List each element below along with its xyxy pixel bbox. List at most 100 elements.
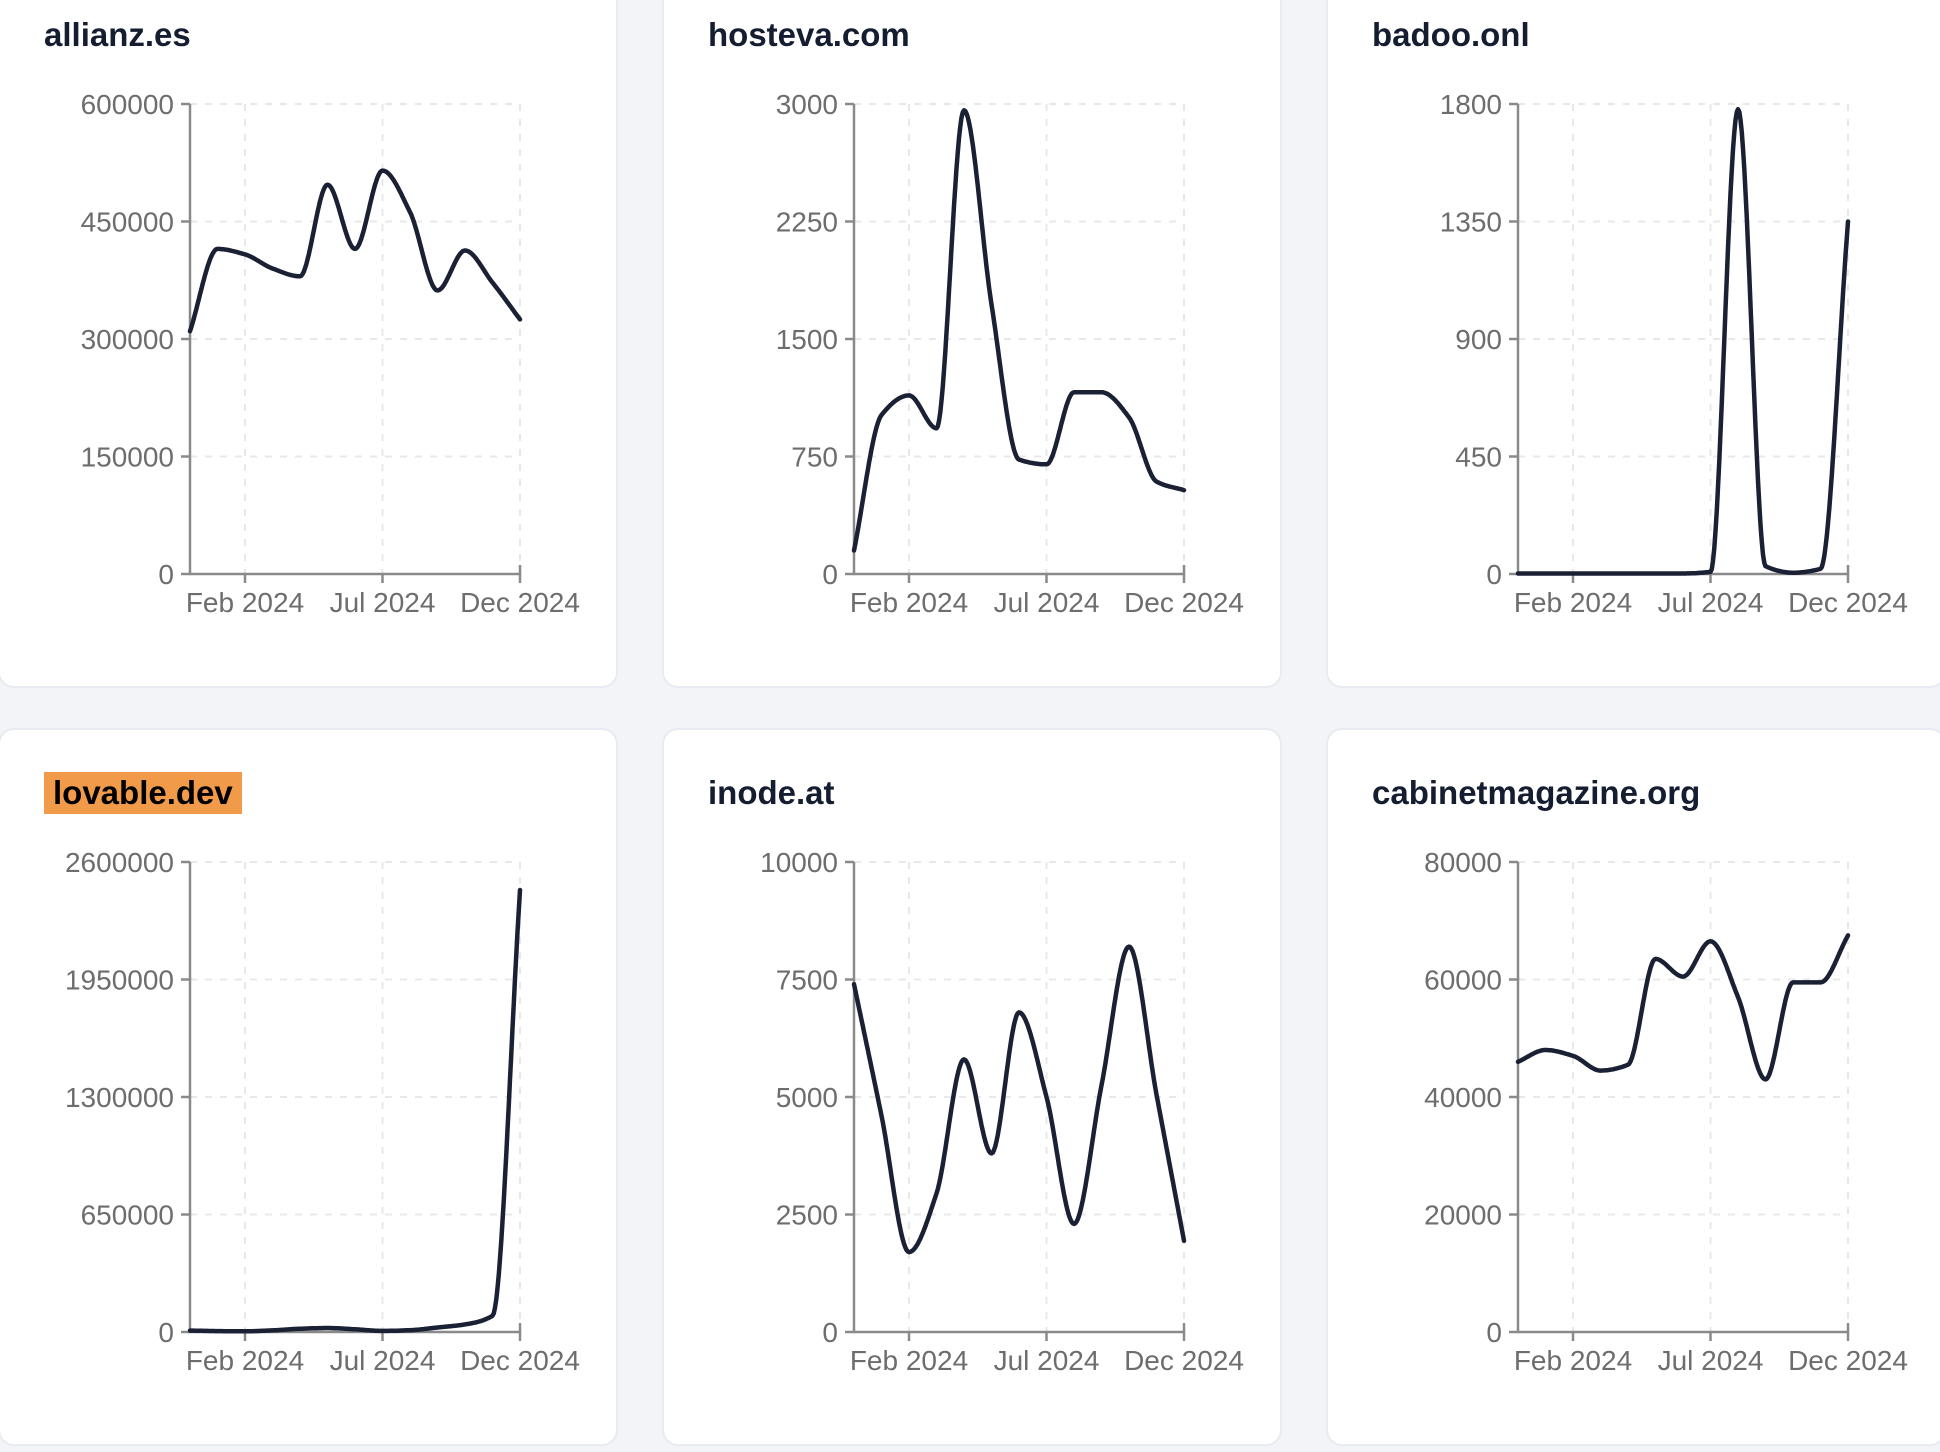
trend-line [187,887,523,1334]
x-tick-label: Dec 2024 [1124,587,1244,618]
y-tick-label: 0 [158,559,174,590]
axes [1509,102,1850,583]
axes [181,860,522,1341]
gridlines [854,103,1185,574]
chart-title-text: cabinetmagazine.org [1372,774,1701,811]
y-tick-label: 1350 [1440,207,1502,238]
axes [845,860,1186,1341]
x-tick-label: Feb 2024 [850,1345,968,1376]
x-axis-labels: Feb 2024 Jul 2024 Dec 2024 [186,587,580,618]
chart-card: inode.at 0 2500 5000 7500 10000 Feb 2024 Jul 20… [662,728,1282,1446]
y-tick-label: 1950000 [65,965,174,996]
gridlines [854,861,1185,1332]
y-tick-label: 0 [158,1317,174,1348]
y-tick-label: 0 [822,559,838,590]
x-tick-label: Dec 2024 [460,1345,580,1376]
y-tick-label: 750 [791,442,838,473]
line-chart: 0 750 1500 2250 3000 Feb 2024 Jul 2024 Dec 2024 [776,89,1244,618]
line-chart: 0 450 900 1350 1800 Feb 2024 Jul 2024 Dec 2024 [1440,89,1908,618]
x-tick-label: Feb 2024 [1514,1345,1632,1376]
y-tick-label: 40000 [1424,1082,1502,1113]
y-tick-label: 80000 [1424,847,1502,878]
trend-line [1515,106,1851,576]
y-tick-label: 1500 [776,324,838,355]
trend-line [851,944,1187,1255]
y-tick-label: 1800 [1440,89,1502,120]
y-tick-label: 300000 [81,324,174,355]
chart-title: lovable.dev [44,772,242,814]
y-tick-label: 2600000 [65,847,174,878]
y-axis-labels: 0 150000 300000 450000 600000 [81,89,174,590]
y-tick-label: 0 [822,1317,838,1348]
x-axis-labels: Feb 2024 Jul 2024 Dec 2024 [1514,1345,1908,1376]
y-tick-label: 450000 [81,207,174,238]
x-tick-label: Dec 2024 [1124,1345,1244,1376]
chart-title-text: badoo.onl [1372,16,1530,53]
x-axis-labels: Feb 2024 Jul 2024 Dec 2024 [850,1345,1244,1376]
x-tick-label: Feb 2024 [1514,587,1632,618]
y-tick-label: 20000 [1424,1200,1502,1231]
y-tick-label: 150000 [81,442,174,473]
chart-card: badoo.onl 0 450 900 1350 1800 Feb 2024 Jul 2024… [1326,0,1940,688]
chart-title: hosteva.com [708,14,910,56]
y-tick-label: 3000 [776,89,838,120]
chart-card: hosteva.com 0 750 1500 2250 3000 Feb 2024 Jul 2… [662,0,1282,688]
x-tick-label: Jul 2024 [1658,587,1764,618]
chart-title-text: hosteva.com [708,16,910,53]
y-axis-labels: 0 20000 40000 60000 80000 [1424,847,1502,1348]
chart-title-text: allianz.es [44,16,191,53]
y-axis-labels: 0 2500 5000 7500 10000 [760,847,838,1348]
line-chart: 0 150000 300000 450000 600000 Feb 2024 Jul 202… [81,89,580,618]
x-tick-label: Dec 2024 [1788,1345,1908,1376]
x-axis-labels: Feb 2024 Jul 2024 Dec 2024 [1514,587,1908,618]
x-tick-label: Dec 2024 [460,587,580,618]
x-tick-label: Jul 2024 [330,1345,436,1376]
line-chart: 0 650000 1300000 1950000 2600000 Feb 2024 Jul … [65,847,580,1376]
y-tick-label: 60000 [1424,965,1502,996]
gridlines [1518,103,1849,574]
y-axis-labels: 0 750 1500 2250 3000 [776,89,838,590]
x-tick-label: Feb 2024 [186,587,304,618]
y-tick-label: 2250 [776,207,838,238]
chart-title: allianz.es [44,14,191,56]
chart-card: cabinetmagazine.org 0 20000 40000 60000 80000… [1326,728,1940,1446]
gridlines [1518,861,1849,1332]
line-chart: 0 20000 40000 60000 80000 Feb 2024 Jul 2024 Dec… [1424,847,1908,1376]
y-tick-label: 650000 [81,1200,174,1231]
trend-line [851,108,1187,553]
x-tick-label: Jul 2024 [994,1345,1100,1376]
trend-line [1515,933,1851,1082]
axes [845,102,1186,583]
x-axis-labels: Feb 2024 Jul 2024 Dec 2024 [186,1345,580,1376]
y-tick-label: 5000 [776,1082,838,1113]
y-tick-label: 0 [1486,1317,1502,1348]
y-axis-labels: 0 450 900 1350 1800 [1440,89,1502,590]
chart-card: lovable.dev 0 650000 1300000 1950000 2600000 F… [0,728,618,1446]
x-tick-label: Jul 2024 [330,587,436,618]
y-tick-label: 1300000 [65,1082,174,1113]
chart-card: allianz.es 0 150000 300000 450000 600000 Feb 2… [0,0,618,688]
axes [1509,860,1850,1341]
chart-title: cabinetmagazine.org [1372,772,1700,814]
x-tick-label: Dec 2024 [1788,587,1908,618]
chart-title-text: inode.at [708,774,835,811]
y-axis-labels: 0 650000 1300000 1950000 2600000 [65,847,174,1348]
axes [181,102,522,583]
x-tick-label: Feb 2024 [850,587,968,618]
x-tick-label: Feb 2024 [186,1345,304,1376]
chart-title: badoo.onl [1372,14,1530,56]
chart-title: inode.at [708,772,835,814]
y-tick-label: 2500 [776,1200,838,1231]
x-tick-label: Jul 2024 [994,587,1100,618]
x-axis-labels: Feb 2024 Jul 2024 Dec 2024 [850,587,1244,618]
y-tick-label: 900 [1455,324,1502,355]
y-tick-label: 0 [1486,559,1502,590]
gridlines [190,103,521,574]
line-chart: 0 2500 5000 7500 10000 Feb 2024 Jul 2024 Dec 20… [760,847,1244,1376]
chart-title-text-highlighted: lovable.dev [44,772,242,814]
gridlines [190,861,521,1332]
trend-line [187,168,523,334]
x-tick-label: Jul 2024 [1658,1345,1764,1376]
y-tick-label: 10000 [760,847,838,878]
